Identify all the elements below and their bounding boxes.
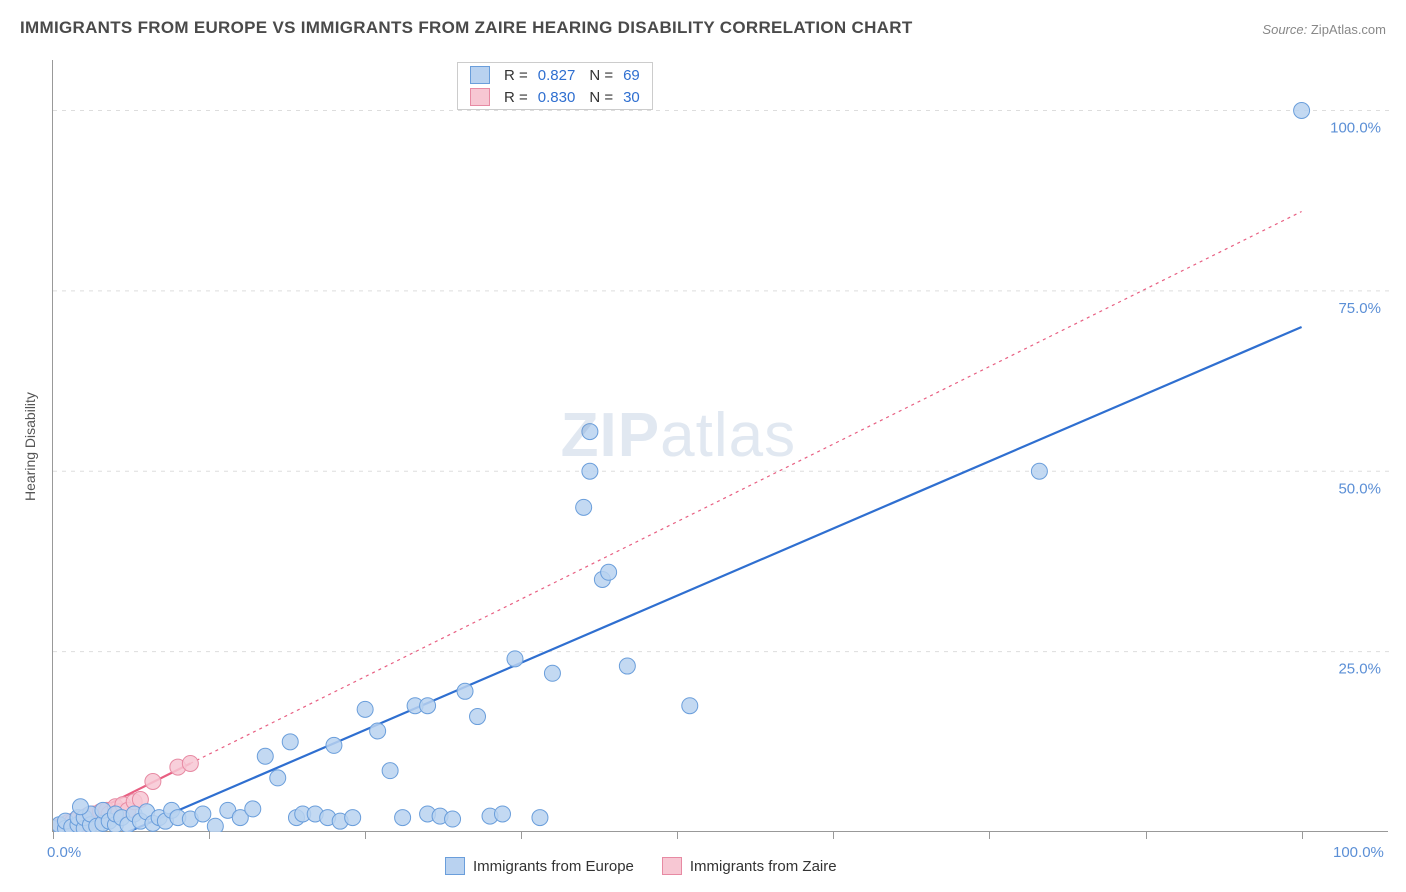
n-value-zaire: 30 xyxy=(623,89,640,106)
r-label: R = xyxy=(504,89,528,106)
chart-source: Source: ZipAtlas.com xyxy=(1262,22,1386,37)
n-value-europe: 69 xyxy=(623,67,640,84)
legend-label-zaire: Immigrants from Zaire xyxy=(690,858,837,875)
y-axis-label: Hearing Disability xyxy=(22,392,38,501)
r-value-europe: 0.827 xyxy=(538,67,576,84)
r-value-zaire: 0.830 xyxy=(538,89,576,106)
x-axis-min-label: 0.0% xyxy=(47,844,81,861)
legend-label-europe: Immigrants from Europe xyxy=(473,858,634,875)
scatter-plot-svg: 25.0% 50.0% 75.0% 100.0% xyxy=(53,60,1389,832)
plot-area: 25.0%50.0%75.0%100.0% ZIPatlas xyxy=(52,60,1388,832)
svg-text:25.0%: 25.0% xyxy=(1338,661,1381,678)
legend-row-europe: R = 0.827 N = 69 xyxy=(458,64,652,86)
legend-item-europe: Immigrants from Europe xyxy=(445,857,634,875)
r-label: R = xyxy=(504,67,528,84)
legend-row-zaire: R = 0.830 N = 30 xyxy=(458,86,652,108)
svg-text:100.0%: 100.0% xyxy=(1330,120,1381,137)
x-axis-max-label: 100.0% xyxy=(1333,844,1384,861)
legend-item-zaire: Immigrants from Zaire xyxy=(662,857,837,875)
svg-text:75.0%: 75.0% xyxy=(1338,300,1381,317)
swatch-zaire-icon xyxy=(470,88,490,106)
swatch-europe-icon xyxy=(470,66,490,84)
source-value: ZipAtlas.com xyxy=(1311,22,1386,37)
n-label: N = xyxy=(589,89,613,106)
series-legend: Immigrants from Europe Immigrants from Z… xyxy=(445,857,837,875)
swatch-zaire-icon xyxy=(662,857,682,875)
chart-container: IMMIGRANTS FROM EUROPE VS IMMIGRANTS FRO… xyxy=(0,0,1406,892)
svg-text:50.0%: 50.0% xyxy=(1338,480,1381,497)
swatch-europe-icon xyxy=(445,857,465,875)
correlation-legend: R = 0.827 N = 69 R = 0.830 N = 30 xyxy=(457,62,653,110)
source-label: Source: xyxy=(1262,22,1307,37)
chart-title: IMMIGRANTS FROM EUROPE VS IMMIGRANTS FRO… xyxy=(20,18,913,38)
n-label: N = xyxy=(589,67,613,84)
